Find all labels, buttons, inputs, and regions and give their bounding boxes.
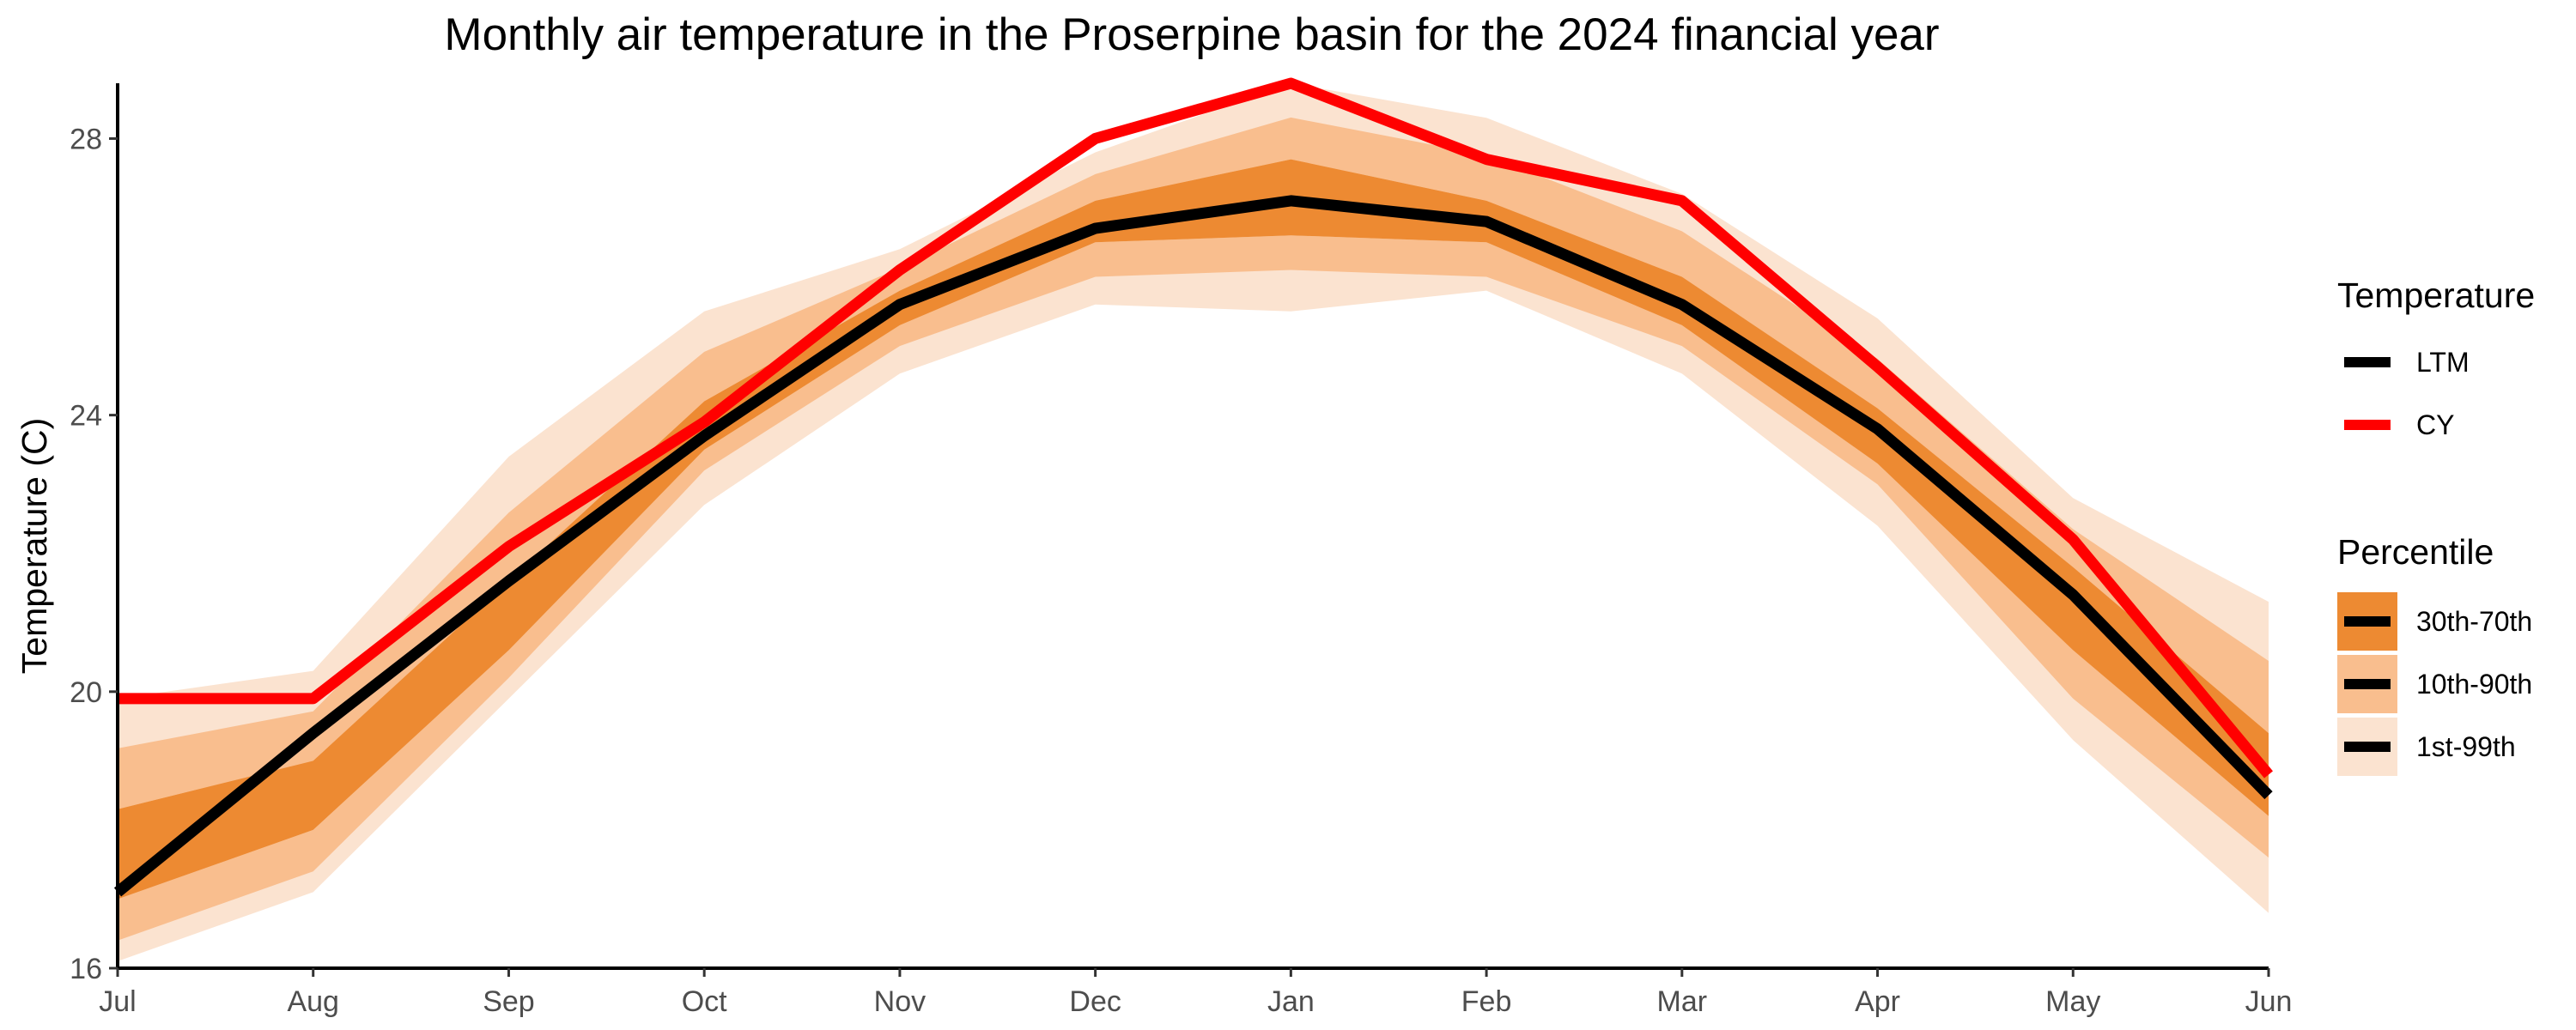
x-tick-label: Oct bbox=[682, 985, 727, 1018]
y-axis-title: Temperature (C) bbox=[15, 418, 54, 674]
series-line-ltm bbox=[113, 195, 2273, 897]
x-tick-label: Jan bbox=[1267, 985, 1315, 1018]
legend: Temperature LTM CY Percentile 30th-70th 10th-… bbox=[2337, 276, 2535, 776]
band-10th-90th-upper bbox=[118, 117, 2269, 809]
legend-title-percentile: Percentile bbox=[2337, 532, 2494, 572]
percentile-bands bbox=[118, 83, 2269, 961]
x-tick-label: Sep bbox=[483, 985, 535, 1018]
y-tick-label: 24 bbox=[70, 400, 102, 433]
series-line-cy bbox=[118, 77, 2273, 779]
x-tick-label: Mar bbox=[1657, 985, 1708, 1018]
x-tick-label: May bbox=[2045, 985, 2100, 1018]
axes: 16 20 24 28 Jul Aug Sep Oct Nov Dec Jan Feb Mar Apr Ma… bbox=[70, 83, 2292, 1018]
x-tick-label: Jul bbox=[99, 985, 136, 1018]
y-tick-label: 16 bbox=[70, 953, 102, 985]
y-tick-label: 28 bbox=[70, 123, 102, 155]
legend-label-30th-70th: 30th-70th bbox=[2416, 606, 2532, 637]
x-tick-label: Dec bbox=[1069, 985, 1121, 1018]
legend-title-temperature: Temperature bbox=[2337, 276, 2535, 315]
series-lines bbox=[113, 77, 2273, 897]
y-tick-label: 20 bbox=[70, 676, 102, 709]
x-tick-label: Apr bbox=[1855, 985, 1900, 1018]
legend-label-ltm: LTM bbox=[2416, 347, 2470, 378]
x-tick-label: Feb bbox=[1461, 985, 1512, 1018]
legend-label-cy: CY bbox=[2416, 409, 2454, 440]
legend-label-1st-99th: 1st-99th bbox=[2416, 731, 2516, 762]
band-30th-70th bbox=[118, 159, 2269, 900]
x-tick-label: Nov bbox=[874, 985, 926, 1018]
chart-title: Monthly air temperature in the Proserpin… bbox=[444, 9, 1939, 60]
x-tick-label: Jun bbox=[2245, 985, 2293, 1018]
x-tick-label: Aug bbox=[287, 985, 339, 1018]
legend-label-10th-90th: 10th-90th bbox=[2416, 669, 2532, 700]
